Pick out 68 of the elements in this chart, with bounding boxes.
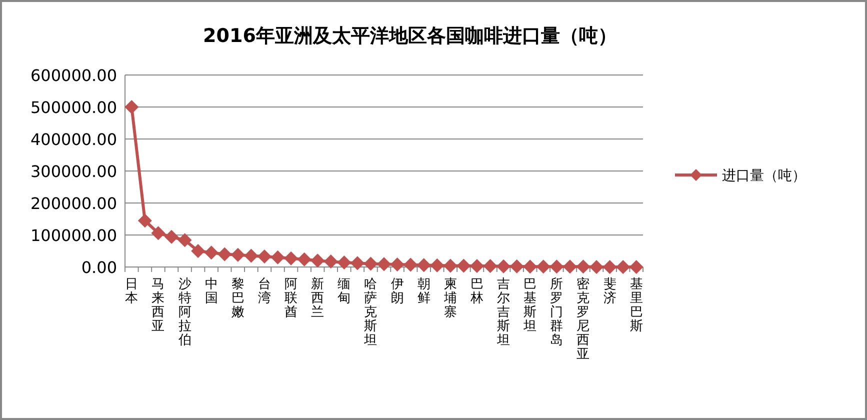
x-tick-label: 阿联酋 — [284, 277, 298, 320]
point — [257, 249, 272, 264]
point — [218, 247, 232, 262]
point — [310, 254, 325, 268]
point — [456, 258, 471, 273]
point — [590, 260, 604, 274]
point — [151, 226, 166, 240]
x-tick-label: 密克罗尼西亚 — [576, 277, 590, 362]
x-tick-label: 新西兰 — [311, 277, 324, 320]
point — [324, 254, 338, 269]
point — [164, 230, 178, 244]
y-tick-label: 500000.00 — [30, 98, 117, 117]
point — [443, 258, 458, 273]
x-tick-label: 马来西亚 — [152, 277, 165, 334]
point — [496, 259, 511, 274]
y-tick-label: 300000.00 — [30, 162, 117, 181]
x-tick-label: 柬埔寨 — [442, 277, 457, 320]
point — [616, 260, 630, 274]
point — [629, 260, 644, 274]
x-tick-label: 台湾 — [258, 277, 271, 306]
y-tick-label: 0.00 — [81, 258, 117, 277]
x-tick-label: 缅甸 — [338, 277, 351, 306]
x-tick-label: 中国 — [204, 277, 218, 306]
point — [297, 252, 312, 266]
point — [550, 260, 564, 274]
x-tick-label: 日本 — [125, 277, 138, 306]
y-tick-label: 600000.00 — [30, 66, 117, 85]
point — [377, 257, 391, 272]
point — [178, 233, 192, 248]
legend-label: 进口量（吨） — [722, 168, 806, 184]
y-tick-label: 200000.00 — [30, 194, 117, 213]
point — [430, 258, 444, 272]
point — [124, 100, 139, 114]
point — [337, 256, 352, 270]
point — [138, 214, 152, 228]
point — [270, 250, 285, 264]
x-tick-label: 哈萨克斯坦 — [363, 277, 378, 348]
point — [244, 248, 258, 263]
y-tick-label: 100000.00 — [30, 226, 117, 245]
x-tick-label: 斐济 — [603, 277, 616, 306]
point — [483, 259, 498, 274]
point — [576, 260, 590, 274]
chart-title: 2016年亚洲及太平洋地区各国咖啡进口量（吨） — [203, 25, 617, 47]
x-tick-label: 吉尔吉斯坦 — [496, 277, 510, 348]
x-tick-label: 沙特阿拉伯 — [177, 277, 192, 348]
x-tick-label: 黎巴嫩 — [231, 277, 244, 320]
point — [510, 259, 524, 274]
point — [523, 260, 538, 274]
point — [204, 246, 218, 260]
x-tick-label: 朝鲜 — [417, 277, 430, 306]
point — [602, 260, 617, 274]
point — [470, 259, 484, 274]
x-tick-label: 巴基斯坦 — [522, 277, 537, 334]
x-tick-label: 所罗门群岛 — [550, 277, 564, 348]
x-tick-label: 巴林 — [469, 277, 484, 306]
point — [364, 256, 378, 271]
point — [536, 260, 550, 274]
point — [230, 248, 245, 262]
point — [284, 251, 298, 266]
point — [191, 244, 206, 258]
point — [390, 257, 404, 272]
point — [416, 258, 431, 272]
x-tick-label: 基里巴斯 — [630, 277, 643, 334]
point — [562, 260, 577, 274]
x-tick-label: 伊朗 — [390, 277, 404, 306]
point — [404, 258, 418, 272]
y-tick-label: 400000.00 — [30, 130, 117, 149]
point — [350, 256, 364, 270]
